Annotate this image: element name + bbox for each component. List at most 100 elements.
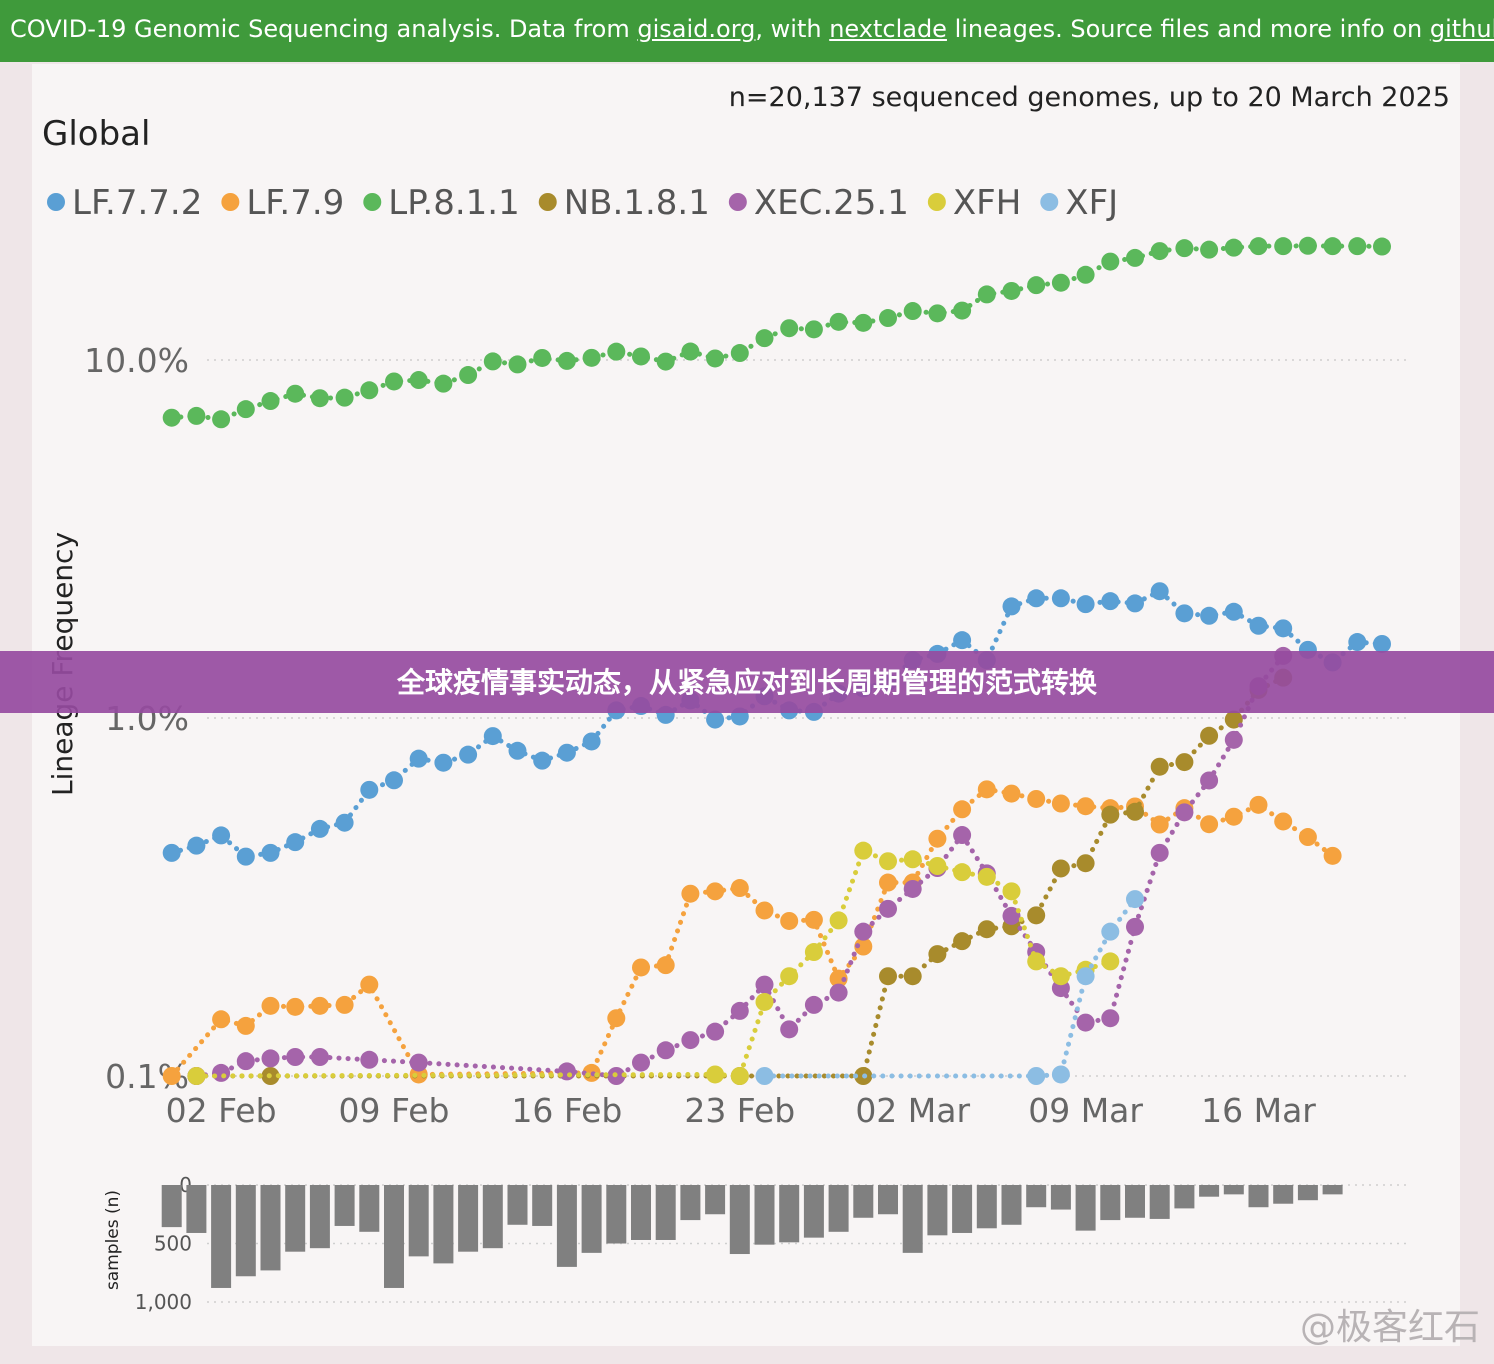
data-point-LF.7.9 (1002, 784, 1021, 803)
legend-label-LP.8.1.1[interactable]: LP.8.1.1 (388, 183, 519, 223)
data-point-LF.7.7.2 (212, 826, 231, 845)
data-point-LP.8.1.1 (879, 309, 897, 328)
data-point-LP.8.1.1 (1002, 281, 1021, 300)
data-point-LP.8.1.1 (1323, 237, 1342, 256)
data-point-XFH (187, 1067, 206, 1085)
sample-bar (828, 1185, 849, 1232)
data-point-LF.7.7.2 (409, 749, 428, 768)
data-point-LP.8.1.1 (483, 352, 502, 371)
data-point-LF.7.9 (1298, 828, 1317, 847)
data-point-LF.7.9 (162, 1067, 181, 1085)
bar-y-tick-label: 1,000 (135, 1290, 192, 1314)
data-point-LP.8.1.1 (1126, 248, 1144, 267)
data-point-XFH (879, 852, 897, 871)
data-point-NB.1.8.1 (1076, 854, 1095, 873)
data-point-LF.7.7.2 (310, 819, 329, 838)
data-point-LP.8.1.1 (459, 366, 478, 385)
legend-label-XFH[interactable]: XFH (953, 183, 1021, 223)
data-point-LP.8.1.1 (706, 349, 725, 368)
data-point-LP.8.1.1 (236, 400, 255, 419)
legend-label-LF.7.9[interactable]: LF.7.9 (246, 183, 344, 223)
data-point-XFJ (1051, 1065, 1070, 1084)
sample-bar (705, 1185, 726, 1215)
data-point-LF.7.7.2 (459, 745, 478, 764)
data-point-LF.7.7.2 (335, 813, 354, 832)
data-point-XFH (1002, 882, 1021, 901)
data-point-XEC.25.1 (706, 1022, 725, 1041)
data-point-LP.8.1.1 (755, 329, 774, 348)
data-point-LF.7.7.2 (508, 741, 527, 760)
data-point-LP.8.1.1 (1298, 236, 1317, 255)
data-point-NB.1.8.1 (903, 967, 922, 986)
data-point-LF.7.9 (730, 879, 749, 898)
sample-bar (878, 1185, 898, 1215)
sample-bar (976, 1185, 997, 1229)
data-point-NB.1.8.1 (879, 967, 897, 986)
sample-bar (581, 1185, 602, 1253)
data-point-LF.7.9 (681, 884, 700, 903)
data-point-LF.7.7.2 (1348, 633, 1367, 652)
sample-bar (1026, 1185, 1047, 1208)
legend-label-XFJ[interactable]: XFJ (1065, 183, 1118, 223)
gisaid-link[interactable]: gisaid.org (637, 15, 756, 43)
data-point-LF.7.7.2 (1126, 594, 1144, 613)
data-point-LP.8.1.1 (212, 410, 231, 429)
data-point-XFH (755, 992, 774, 1011)
github-link[interactable]: github (1429, 15, 1494, 43)
legend-label-NB.1.8.1[interactable]: NB.1.8.1 (564, 183, 710, 223)
legend-marker-XEC.25.1 (728, 193, 747, 211)
data-point-LF.7.9 (1274, 812, 1293, 831)
data-point-LF.7.7.2 (162, 843, 181, 862)
nextclade-link[interactable]: nextclade (829, 15, 947, 43)
data-point-LP.8.1.1 (1274, 237, 1293, 256)
series-XFJ (755, 890, 1144, 1085)
data-point-XFH (854, 841, 873, 860)
data-point-LF.7.9 (706, 882, 725, 901)
data-point-XFJ (1027, 1067, 1046, 1085)
legend-label-XEC.25.1[interactable]: XEC.25.1 (754, 183, 909, 223)
data-point-LP.8.1.1 (286, 384, 305, 403)
sample-bar (1174, 1185, 1195, 1209)
sample-bar (433, 1185, 454, 1264)
data-point-LF.7.9 (261, 996, 280, 1015)
data-point-XEC.25.1 (286, 1047, 305, 1066)
sample-bar (1273, 1185, 1294, 1204)
sample-bar (260, 1185, 281, 1271)
data-point-LP.8.1.1 (557, 351, 576, 370)
data-point-NB.1.8.1 (1150, 757, 1169, 776)
data-point-XFJ (1101, 922, 1120, 941)
data-point-XEC.25.1 (236, 1052, 255, 1071)
data-point-XFH (780, 967, 799, 986)
data-point-XFH (953, 863, 972, 882)
data-point-XEC.25.1 (656, 1041, 675, 1060)
data-point-XEC.25.1 (1200, 771, 1219, 790)
data-point-LP.8.1.1 (829, 312, 848, 331)
sample-bar (1075, 1185, 1096, 1231)
sample-bar (779, 1185, 800, 1243)
data-point-LP.8.1.1 (508, 355, 527, 374)
sample-bar (458, 1185, 479, 1252)
sample-bar (1199, 1185, 1220, 1197)
legend-marker-NB.1.8.1 (538, 193, 557, 211)
data-point-LF.7.7.2 (1175, 604, 1194, 623)
data-point-LP.8.1.1 (780, 319, 799, 338)
data-point-XEC.25.1 (730, 1001, 749, 1020)
sample-bar (285, 1185, 306, 1252)
legend-label-LF.7.7.2[interactable]: LF.7.7.2 (72, 183, 202, 223)
data-point-LP.8.1.1 (1101, 252, 1120, 271)
data-point-LF.7.7.2 (1027, 589, 1046, 608)
data-point-NB.1.8.1 (1051, 859, 1070, 878)
data-point-LF.7.9 (1076, 797, 1095, 816)
sample-bar (408, 1185, 429, 1257)
data-point-LF.7.9 (780, 911, 799, 930)
data-point-LP.8.1.1 (903, 302, 922, 321)
header-banner: COVID-19 Genomic Sequencing analysis. Da… (0, 0, 1494, 62)
data-point-LP.8.1.1 (953, 301, 972, 320)
data-point-XFH (1051, 967, 1070, 986)
data-point-LP.8.1.1 (1373, 237, 1391, 256)
data-point-XFH (829, 911, 848, 930)
sample-bar (606, 1185, 627, 1244)
data-point-XEC.25.1 (780, 1020, 799, 1039)
sample-bar (211, 1185, 232, 1288)
data-point-LP.8.1.1 (582, 348, 601, 367)
